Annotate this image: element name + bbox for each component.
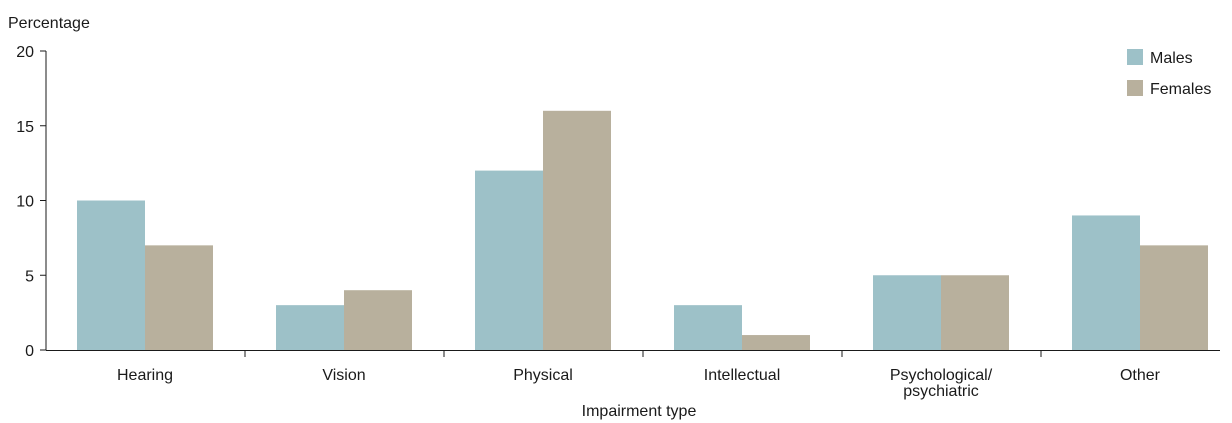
bar-males-3 (674, 305, 742, 350)
legend-swatch-males (1127, 49, 1143, 65)
x-ticks (244, 350, 1042, 357)
bar-males-4 (873, 275, 941, 350)
legend-swatch-females (1127, 80, 1143, 96)
category-label: Physical (513, 367, 573, 384)
y-tick-label: 15 (16, 119, 34, 136)
y-tick-label: 0 (25, 343, 34, 360)
bar-females-2 (543, 110, 611, 350)
bar-males-2 (475, 170, 543, 350)
x-axis-title: Impairment type (582, 403, 697, 420)
bar-females-0 (145, 245, 213, 350)
bars (77, 110, 1208, 350)
category-labels: Hearing Vision Physical Intellectual Psychol… (117, 367, 1161, 400)
y-tick-label: 5 (25, 268, 34, 285)
bar-females-4 (941, 275, 1009, 350)
y-ticks: 0 5 10 15 20 (16, 44, 46, 360)
y-tick-label: 20 (16, 44, 34, 61)
bar-males-1 (276, 305, 344, 350)
bar-females-1 (344, 290, 412, 350)
legend-label-females: Females (1150, 81, 1211, 98)
y-axis-title: Percentage (8, 15, 90, 32)
legend-label-males: Males (1150, 50, 1193, 67)
category-label: Hearing (117, 367, 173, 384)
bar-males-5 (1072, 215, 1140, 350)
bar-females-5 (1140, 245, 1208, 350)
y-tick-label: 10 (16, 194, 34, 211)
category-label: Psychological/psychiatric (890, 367, 993, 400)
category-label: Other (1120, 367, 1161, 384)
category-label: Vision (322, 367, 365, 384)
legend: Males Females (1127, 49, 1211, 98)
bar-males-0 (77, 200, 145, 350)
bar-females-3 (742, 335, 810, 350)
category-label: Intellectual (704, 367, 781, 384)
